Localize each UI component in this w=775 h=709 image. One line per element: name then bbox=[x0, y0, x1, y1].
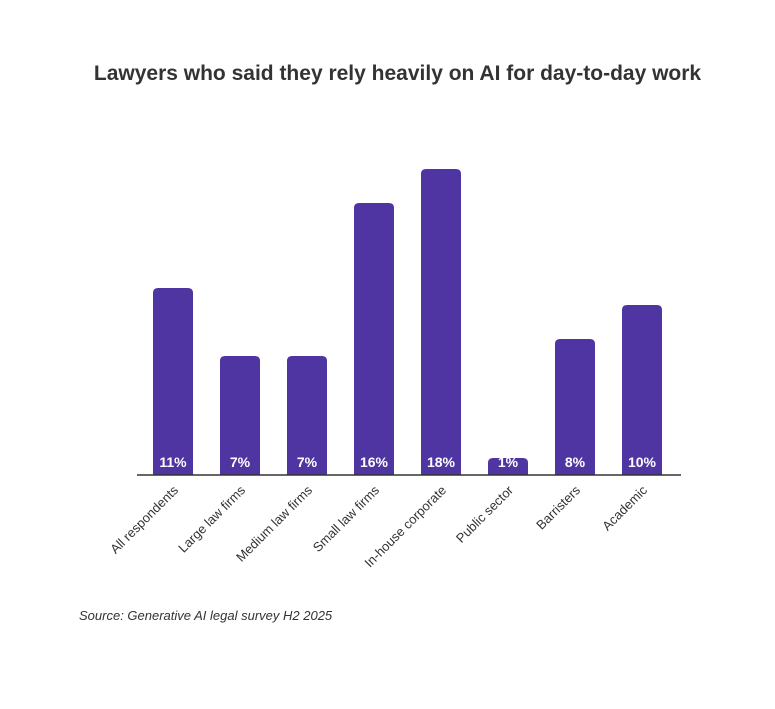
value-label-all-respondents: 11% bbox=[159, 454, 187, 470]
value-label-medium-law-firms: 7% bbox=[297, 454, 318, 470]
source-note: Source: Generative AI legal survey H2 20… bbox=[79, 608, 333, 623]
value-label-in-house-corporate: 18% bbox=[427, 454, 456, 470]
value-label-academic: 10% bbox=[628, 454, 657, 470]
bar-small-law-firms bbox=[354, 203, 394, 475]
bar-academic bbox=[622, 305, 662, 475]
category-label-barristers: Barristers bbox=[533, 482, 583, 532]
chart-title: Lawyers who said they rely heavily on AI… bbox=[93, 62, 702, 85]
category-label-small-law-firms: Small law firms bbox=[310, 482, 383, 555]
value-label-large-law-firms: 7% bbox=[230, 454, 251, 470]
bar-public-sector bbox=[488, 458, 528, 475]
category-label-large-law-firms: Large law firms bbox=[175, 482, 248, 555]
bar-medium-law-firms bbox=[287, 356, 327, 475]
bar-barristers bbox=[555, 339, 595, 475]
value-labels-layer: 11% 7% 7% 16% 18% 1% 8% 10% bbox=[159, 454, 656, 470]
bar-all-respondents bbox=[153, 288, 193, 475]
value-label-small-law-firms: 16% bbox=[360, 454, 389, 470]
bars-layer bbox=[153, 169, 662, 475]
bar-large-law-firms bbox=[220, 356, 260, 475]
value-label-public-sector: 1% bbox=[498, 454, 519, 470]
category-label-academic: Academic bbox=[599, 482, 650, 533]
category-label-all-respondents: All respondents bbox=[107, 482, 181, 556]
category-label-public-sector: Public sector bbox=[453, 482, 517, 546]
value-label-barristers: 8% bbox=[565, 454, 586, 470]
bar-in-house-corporate bbox=[421, 169, 461, 475]
